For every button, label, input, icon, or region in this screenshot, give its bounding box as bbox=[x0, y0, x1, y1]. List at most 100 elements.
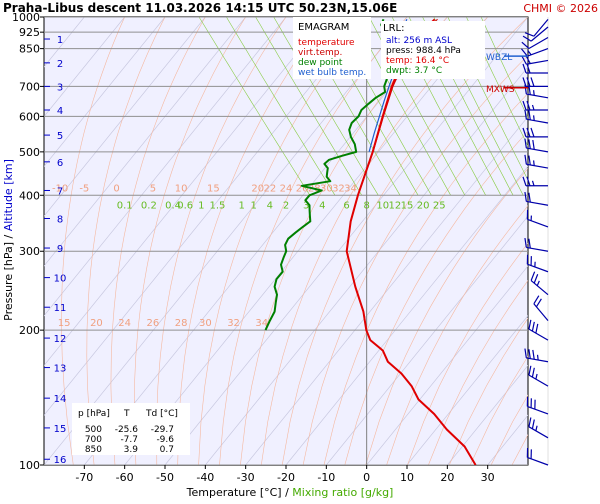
mixing-ratio-label: 10 bbox=[376, 200, 389, 211]
x-tick-label: -30 bbox=[237, 471, 255, 484]
table-cell: -29.7 bbox=[151, 425, 174, 435]
wind-barb-flag bbox=[532, 368, 534, 377]
table-cell: 700 bbox=[85, 435, 102, 445]
wind-barb bbox=[534, 296, 548, 321]
y-tick-label: 500 bbox=[19, 146, 40, 159]
wind-barb-staff bbox=[526, 358, 548, 362]
table-cell: 0.7 bbox=[160, 445, 174, 455]
x-tick-label: -10 bbox=[317, 471, 335, 484]
legend-box: EMAGRAM temperature virt.temp. dew point… bbox=[293, 17, 371, 79]
y-axis-label-altitude: Altitude [km] bbox=[2, 159, 15, 231]
wind-barb-staff bbox=[529, 329, 548, 340]
altitude-label: 4 bbox=[57, 106, 63, 117]
wind-barb-staff bbox=[526, 94, 548, 98]
altitude-label: 8 bbox=[57, 214, 63, 225]
y-tick-label: 100 bbox=[19, 459, 40, 472]
altitude-label: 15 bbox=[54, 424, 67, 435]
marker-label: WBZL bbox=[486, 53, 512, 63]
wind-barb bbox=[529, 366, 548, 386]
wind-barb-half-flag bbox=[534, 90, 535, 95]
wind-barb-staff bbox=[527, 264, 548, 272]
y-axis-label-sep: / bbox=[2, 231, 15, 242]
x-axis-label-sep: / bbox=[282, 486, 293, 499]
marker-label: MXWS bbox=[486, 85, 515, 95]
mixing-ratio-label: 2 bbox=[283, 200, 289, 211]
wind-barb-staff bbox=[529, 37, 548, 48]
legend-item-dew-point: dew point bbox=[298, 58, 343, 68]
table-cell: 3.9 bbox=[124, 445, 139, 455]
dry-adiabat-line bbox=[596, 17, 600, 465]
y-tick-label: 200 bbox=[19, 324, 40, 337]
x-axis-label: Temperature [°C] / Mixing ratio [g/kg] bbox=[186, 486, 394, 499]
table-header-t: T bbox=[123, 409, 130, 419]
wind-barb-flag bbox=[529, 239, 530, 248]
x-tick-label: 10 bbox=[400, 471, 414, 484]
wind-barb-staff bbox=[526, 164, 548, 168]
wind-barb-half-flag bbox=[534, 115, 535, 120]
wind-barb-half-flag bbox=[534, 160, 535, 165]
wind-barb-half-flag bbox=[536, 426, 537, 431]
wind-barb-staff bbox=[527, 49, 548, 57]
altitude-label: 1 bbox=[57, 35, 63, 46]
mixing-ratio-label: 1 bbox=[251, 200, 257, 211]
dry-adiabat-line bbox=[554, 17, 600, 465]
copyright-text: CHMI © 2026 bbox=[523, 2, 598, 15]
wind-barb-flag bbox=[529, 349, 530, 358]
wind-barb bbox=[527, 255, 548, 272]
table-cell: 500 bbox=[85, 425, 102, 435]
wind-barb-flag bbox=[536, 324, 538, 333]
mixing-ratio-label: 0.6 bbox=[177, 200, 193, 211]
wind-barb-flag bbox=[529, 139, 530, 148]
wind-barb-half-flag bbox=[538, 355, 539, 360]
lrl-box: LRL: alt: 256 m ASL press: 988.4 hPa tem… bbox=[381, 21, 485, 79]
wind-barb bbox=[529, 320, 548, 340]
legend-item-virt-temp: virt.temp. bbox=[298, 48, 342, 58]
x-tick-label: -50 bbox=[156, 471, 174, 484]
wind-barb-staff bbox=[527, 457, 548, 465]
wind-barb-flag bbox=[529, 110, 530, 119]
wind-barb-flag bbox=[534, 296, 539, 304]
table-header-p: p [hPa] bbox=[78, 409, 110, 419]
wind-barb-flag bbox=[533, 350, 534, 359]
altitude-label: 2 bbox=[57, 59, 63, 70]
altitude-label: 16 bbox=[54, 455, 67, 466]
altitude-label: 13 bbox=[54, 364, 67, 375]
y-axis-label-pressure: Pressure [hPa] bbox=[2, 242, 15, 321]
mixing-ratio-label: 1 bbox=[238, 200, 244, 211]
legend-item-wet-bulb: wet bulb temp. bbox=[298, 68, 366, 78]
wind-barb-flag bbox=[532, 420, 534, 429]
theta-label: 26 bbox=[147, 318, 160, 329]
mixing-ratio-label: 0.1 bbox=[117, 200, 133, 211]
wind-barb bbox=[529, 418, 548, 438]
wind-barb-flag bbox=[532, 322, 534, 331]
theta-label: 15 bbox=[207, 183, 220, 194]
wind-barb-half-flag bbox=[533, 181, 535, 186]
altitude-label: 14 bbox=[54, 394, 67, 405]
theta-label: -5 bbox=[79, 183, 89, 194]
y-tick-label: 850 bbox=[19, 43, 40, 56]
wind-barb-staff bbox=[529, 427, 548, 438]
altitude-label: 9 bbox=[57, 244, 63, 255]
mixing-ratio-label: 1 bbox=[198, 200, 204, 211]
summary-table: p [hPa] T Td [°C] 500 -25.6 -29.7 700 -7… bbox=[72, 403, 190, 455]
altitude-label: 7 bbox=[57, 186, 63, 197]
wind-barb-flag bbox=[536, 299, 541, 307]
x-tick-label: 30 bbox=[481, 471, 495, 484]
mixing-ratio-label: 20 bbox=[417, 200, 430, 211]
altitude-label: 3 bbox=[57, 82, 63, 93]
wind-barb-flag bbox=[529, 418, 531, 427]
theta-label: 24 bbox=[118, 318, 131, 329]
legend-item-temperature: temperature bbox=[298, 38, 355, 48]
wind-barb-half-flag bbox=[537, 281, 539, 286]
theta-label: 32 bbox=[227, 318, 240, 329]
legend-title: EMAGRAM bbox=[298, 22, 349, 33]
lrl-dewpoint: dwpt: 3.7 °C bbox=[386, 66, 442, 76]
theta-label: 20 bbox=[90, 318, 103, 329]
mixing-ratio-label: 15 bbox=[401, 200, 414, 211]
wind-barb bbox=[531, 272, 548, 295]
altitude-label: 5 bbox=[57, 131, 63, 142]
y-tick-label: 925 bbox=[19, 26, 40, 39]
x-axis-label-temp: Temperature [°C] bbox=[186, 486, 282, 499]
wind-barb-flag bbox=[529, 320, 531, 329]
